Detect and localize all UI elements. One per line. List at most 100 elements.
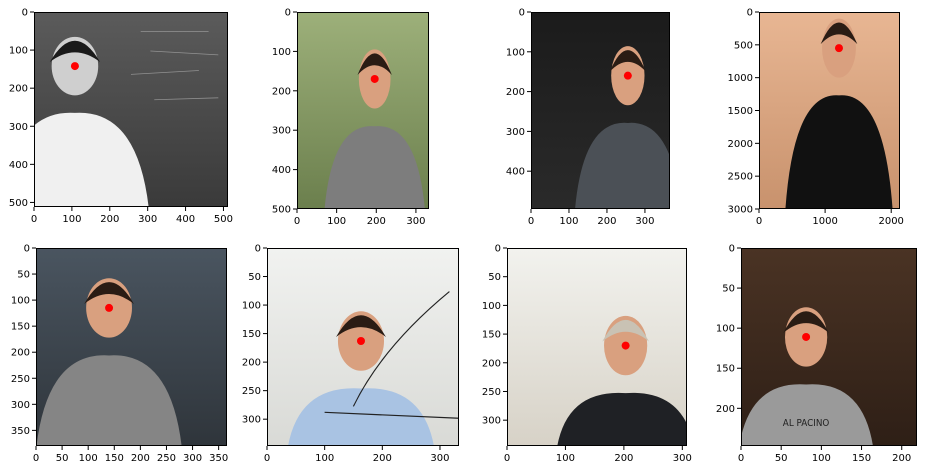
x-tick-label: 300	[430, 453, 449, 464]
torso	[741, 384, 873, 446]
axes-frame	[36, 248, 227, 446]
y-tick-label: 300	[242, 415, 261, 426]
x-tick-label: 200	[597, 216, 616, 227]
x-tick-label: 300	[183, 453, 202, 464]
y-tick-label: 50	[17, 270, 30, 281]
y-tick-label: 0	[495, 244, 501, 255]
subplot-image	[267, 248, 459, 446]
x-tick-label: 0	[528, 216, 534, 227]
y-tick-label: 100	[272, 47, 291, 58]
shirt-text: AL PACINO	[783, 418, 830, 430]
y-tick-label: 1000	[728, 73, 753, 84]
axes-frame	[759, 12, 900, 209]
y-tick-label: 300	[482, 416, 501, 427]
face-point	[105, 303, 114, 312]
y-tick-label: 200	[716, 404, 735, 415]
x-tick-label: 0	[294, 216, 300, 227]
chalkboard-marks	[130, 31, 219, 101]
hair	[49, 40, 101, 63]
y-tick-label: 500	[734, 40, 753, 51]
hair	[602, 319, 650, 342]
y-tick-label: 500	[272, 205, 291, 216]
x-tick-label: 50	[775, 453, 788, 464]
face-point	[356, 337, 365, 346]
torso	[324, 126, 425, 209]
hair	[783, 311, 829, 334]
x-tick-label: 50	[56, 453, 69, 464]
x-tick-label: 200	[367, 216, 386, 227]
y-tick-label: 3000	[728, 205, 753, 216]
x-tick-label: 100	[79, 453, 98, 464]
y-tick-label: 0	[285, 8, 291, 19]
y-tick-label: 250	[11, 374, 30, 385]
subplot-3: 0 100 200 300 0 100 200 300 400	[506, 8, 670, 227]
x-tick-label: 0	[738, 453, 744, 464]
subplot-image	[531, 12, 670, 209]
y-tick-label: 250	[482, 387, 501, 398]
y-tick-label: 200	[11, 348, 30, 359]
y-tick-label: 150	[716, 364, 735, 375]
x-tick-label: 100	[327, 216, 346, 227]
subplot-image	[36, 248, 227, 446]
y-tick-label: 100	[716, 324, 735, 335]
x-tick-label: 0	[504, 453, 510, 464]
y-tick-label: 0	[747, 8, 753, 19]
subplot-image	[507, 248, 687, 446]
x-tick-label: 0	[31, 214, 37, 225]
face-point	[623, 71, 632, 80]
y-tick-label: 100	[506, 47, 525, 58]
axes-frame	[34, 12, 228, 207]
torso	[575, 122, 670, 209]
y-tick-label: 100	[242, 301, 261, 312]
subplot-4: 0 1000 2000 0 500 1000 1500 2000 2500 3000	[728, 8, 904, 228]
axes-frame	[507, 248, 687, 446]
subplot-image	[297, 12, 429, 209]
y-tick-label: 50	[488, 272, 501, 283]
y-tick-label: 2000	[728, 139, 753, 150]
x-tick-label: 100	[812, 453, 831, 464]
x-tick-label: 0	[756, 216, 762, 227]
x-tick-label: 100	[315, 453, 334, 464]
y-tick-label: 150	[11, 322, 30, 333]
x-tick-label: 2000	[878, 216, 903, 227]
face-point	[370, 74, 379, 83]
x-tick-label: 200	[100, 214, 119, 225]
y-tick-label: 350	[11, 426, 30, 437]
x-tick-label: 1000	[812, 216, 837, 227]
torso	[288, 388, 434, 446]
subplot-image: AL PACINO	[741, 248, 917, 446]
x-tick-label: 350	[209, 453, 228, 464]
y-tick-label: 0	[22, 8, 28, 19]
y-tick-label: 0	[519, 8, 525, 19]
y-tick-label: 250	[242, 386, 261, 397]
axes-frame	[297, 12, 429, 209]
face-point	[70, 62, 79, 71]
x-tick-label: 100	[62, 214, 81, 225]
subplot-2: 0 100 200 300 0 100 200 300 400 500	[272, 8, 429, 227]
x-tick-label: 100	[556, 453, 575, 464]
y-tick-label: 400	[9, 160, 28, 171]
x-tick-label: 150	[852, 453, 871, 464]
y-tick-label: 50	[248, 272, 261, 283]
person-figure	[34, 36, 149, 207]
y-tick-label: 100	[482, 301, 501, 312]
y-tick-label: 150	[242, 329, 261, 340]
hair	[357, 53, 392, 76]
y-tick-label: 200	[9, 84, 28, 95]
x-tick-label: 100	[559, 216, 578, 227]
x-tick-label: 200	[614, 453, 633, 464]
y-tick-label: 400	[272, 165, 291, 176]
y-tick-label: 300	[506, 127, 525, 138]
axes-frame	[267, 248, 459, 446]
torso	[557, 392, 687, 446]
person-figure	[36, 278, 182, 446]
x-tick-label: 150	[105, 453, 124, 464]
x-tick-label: 200	[892, 453, 911, 464]
x-tick-label: 200	[373, 453, 392, 464]
y-tick-label: 500	[9, 198, 28, 209]
x-tick-label: 300	[138, 214, 157, 225]
face-point	[834, 44, 843, 53]
x-tick-label: 0	[33, 453, 39, 464]
